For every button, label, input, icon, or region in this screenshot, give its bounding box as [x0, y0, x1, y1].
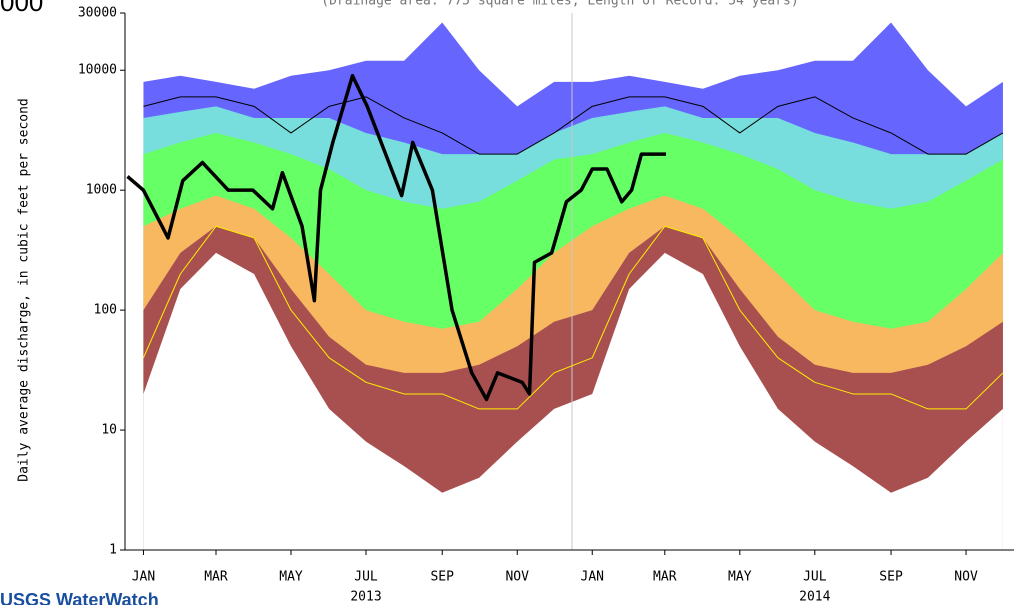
year-label: 2013	[350, 590, 381, 605]
series-line	[126, 73, 667, 402]
x-tick-label: MAY	[728, 570, 752, 585]
x-tick-label: JAN	[581, 570, 604, 585]
y-tick-label: 1000	[86, 183, 117, 198]
x-tick-label: NOV	[954, 570, 978, 585]
plot-area	[143, 22, 1003, 551]
y-tick-label: 10000	[78, 63, 117, 78]
x-tick-label: MAR	[653, 570, 677, 585]
lines	[126, 73, 1004, 410]
x-tick-label: JUL	[354, 570, 378, 585]
x-tick-label: NOV	[505, 570, 529, 585]
x-tick-label: SEP	[879, 570, 903, 585]
percentile-band	[143, 252, 1003, 550]
y-tick-label: 100	[94, 303, 117, 318]
series-line	[143, 96, 1004, 155]
y-axis-label: Daily average discharge, in cubic feet p…	[17, 98, 32, 482]
y-tick-label: 10	[101, 423, 117, 438]
y-tick-label: 30000	[78, 6, 117, 21]
x-tick-label: MAY	[279, 570, 303, 585]
x-tick-label: SEP	[430, 570, 454, 585]
x-tick-label: JAN	[132, 570, 155, 585]
chart-subtitle: (Drainage area: 775 square miles, Length…	[321, 0, 798, 9]
x-tick-label: MAR	[204, 570, 228, 585]
y-tick-label: 1	[109, 543, 117, 558]
series-line	[142, 225, 1004, 410]
footer: USGS WaterWatch	[0, 590, 159, 605]
year-label: 2014	[799, 590, 830, 605]
x-tick-label: JUL	[803, 570, 827, 585]
chart-title: 000	[0, 0, 43, 17]
